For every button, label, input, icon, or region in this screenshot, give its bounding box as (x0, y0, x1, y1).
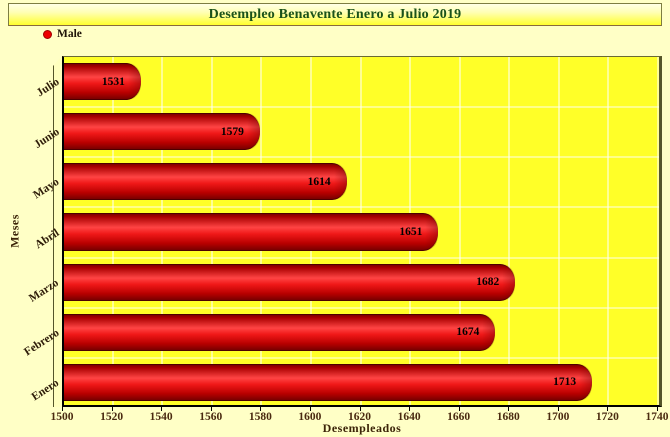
grid-line-vertical (657, 57, 659, 405)
bar-abril: 1651 (64, 213, 439, 251)
x-axis-tick-mark (458, 407, 460, 411)
x-axis-tick-mark (508, 407, 510, 411)
grid-line-vertical (607, 57, 610, 405)
bar-value-label: 1614 (307, 175, 331, 188)
x-axis-tick-label: 1640 (397, 411, 421, 423)
x-axis-tick-mark (111, 407, 113, 411)
bar-value-label: 1674 (456, 326, 480, 339)
x-axis-tick-mark (409, 407, 411, 411)
bar-value-label: 1713 (553, 376, 577, 389)
chart-title: Desempleo Benavente Enero a Julio 2019 (208, 6, 462, 22)
grid-line-vertical (557, 57, 560, 405)
x-axis-tick-mark (607, 407, 609, 411)
grid-line-horizontal (64, 256, 659, 259)
bar-junio: 1579 (64, 113, 260, 151)
x-axis-tick-label: 1600 (298, 411, 322, 423)
x-axis-tick-mark (210, 407, 212, 411)
bar-marzo: 1682 (64, 263, 516, 301)
axis-3d-wall (53, 56, 62, 407)
x-axis-tick-mark (657, 407, 658, 411)
x-axis-tick-label: 1740 (645, 411, 669, 423)
grid-line-vertical (508, 57, 511, 405)
bar-value-label: 1531 (101, 75, 125, 88)
x-axis-tick-label: 1580 (248, 411, 272, 423)
x-axis-tick-label: 1540 (149, 411, 173, 423)
grid-line-vertical (458, 57, 461, 405)
x-axis-tick-label: 1700 (546, 411, 570, 423)
legend-male-dot-icon (43, 29, 52, 39)
y-axis-title: Meses (7, 214, 22, 248)
x-axis-tick-mark (161, 407, 163, 411)
bar-mayo: 1614 (64, 163, 347, 201)
x-axis-tick-label: 1620 (348, 411, 371, 423)
bar-value-label: 1682 (476, 276, 500, 289)
bar-value-label: 1579 (220, 125, 244, 138)
x-axis-tick-label: 1660 (447, 411, 471, 423)
x-axis-tick-label: 1520 (100, 411, 124, 423)
grid-line-horizontal (64, 206, 659, 209)
x-axis-tick-label: 1680 (496, 411, 520, 423)
bar-julio: 1531 (64, 63, 141, 101)
x-axis-title: Desempleados (322, 421, 402, 435)
x-axis-tick-mark (260, 407, 262, 411)
x-axis-tick-mark (557, 407, 559, 411)
x-axis-tick-label: 1720 (595, 411, 619, 423)
bar-enero: 1713 (64, 363, 593, 402)
x-axis-tick-mark (309, 407, 311, 411)
legend: Male (43, 27, 82, 41)
legend-male-label: Male (57, 28, 82, 40)
chart-title-banner: Desempleo Benavente Enero a Julio 2019 (8, 3, 662, 26)
bar-value-label: 1651 (399, 225, 423, 238)
grid-line-horizontal (64, 156, 659, 159)
x-axis-tick-label: 1500 (50, 411, 74, 423)
grid-line-horizontal (64, 306, 659, 309)
x-axis-tick-mark (359, 407, 361, 411)
grid-line-horizontal (64, 106, 659, 109)
grid-line-horizontal (64, 356, 659, 359)
bar-febrero: 1674 (64, 313, 496, 351)
plot-area: 1531 1579 1614 1651 1682 1674 1713 (62, 56, 662, 407)
x-axis-tick-label: 1560 (199, 411, 223, 423)
x-axis-tick-mark (62, 407, 63, 411)
